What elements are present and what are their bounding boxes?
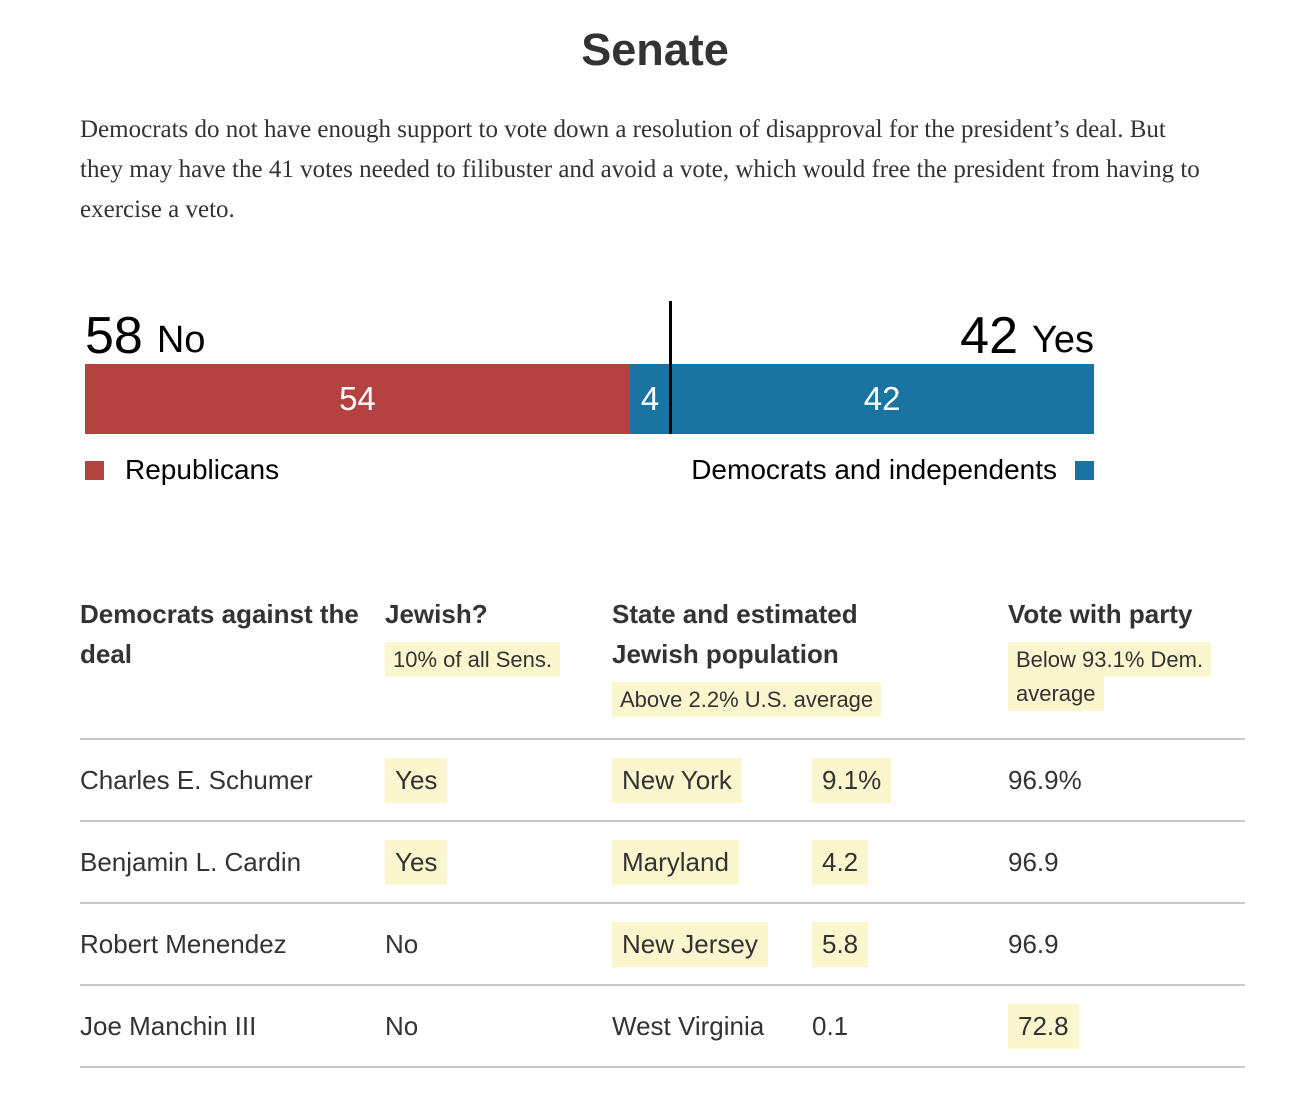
table-row: Robert Menendez No New Jersey 5.8 96.9: [80, 904, 1245, 986]
table-body: Charles E. Schumer Yes New York 9.1% 96.…: [80, 740, 1245, 1068]
democrats-against-deal-table: Democrats against the deal Jewish? 10% o…: [80, 594, 1245, 1068]
jewish-header-note: 10% of all Sens.: [385, 642, 612, 677]
bar-segment-democrats-no: 4: [629, 364, 671, 434]
vote-with-party-value: 72.8: [1008, 1003, 1079, 1049]
yes-label: Yes: [1032, 319, 1094, 361]
stacked-bar: 54 4 42: [85, 301, 1094, 434]
col-header-name: Democrats against the deal: [80, 599, 359, 669]
senator-name: Charles E. Schumer: [80, 764, 313, 795]
jewish-population-value: 4.2: [812, 839, 869, 885]
bar-segment-democrats-yes: 42: [670, 364, 1094, 434]
yes-total: 42 Yes: [960, 307, 1094, 366]
republicans-legend-label: Republicans: [125, 454, 280, 485]
col-header-vote-with-party: Vote with party Below 93.1% Dem. average: [1008, 594, 1245, 711]
col-header-state: State and estimated Jewish population Ab…: [612, 594, 1008, 717]
jewish-population-value: 5.8: [812, 921, 869, 967]
legend-democrats: Democrats and independents: [691, 454, 1094, 486]
jewish-value: Yes: [385, 839, 448, 885]
table-row: Charles E. Schumer Yes New York 9.1% 96.…: [80, 740, 1245, 822]
jewish-value: No: [385, 928, 419, 959]
intro-text: Democrats do not have enough support to …: [80, 116, 1200, 223]
jewish-value: No: [385, 1010, 419, 1041]
table-header-row: Democrats against the deal Jewish? 10% o…: [80, 594, 1245, 740]
jewish-value: Yes: [385, 757, 448, 803]
vote-with-party-value: 96.9%: [1008, 764, 1082, 795]
no-total: 58 No: [85, 307, 206, 366]
party-header-note: Below 93.1% Dem. average: [1008, 642, 1223, 711]
yes-count: 42: [960, 307, 1018, 366]
bar-segment-value: 54: [339, 380, 376, 417]
table-row: Joe Manchin III No West Virginia 0.1 72.…: [80, 986, 1245, 1068]
legend-republicans: Republicans: [85, 454, 279, 486]
jewish-population-value: 9.1%: [812, 757, 892, 803]
threshold-line: [669, 301, 673, 434]
state-value: New York: [612, 757, 742, 803]
vote-with-party-value: 96.9: [1008, 846, 1059, 877]
page-title: Senate: [581, 24, 729, 75]
vote-totals: 58 No 42 Yes: [85, 302, 1094, 366]
vote-with-party-value: 96.9: [1008, 928, 1059, 959]
senator-name: Benjamin L. Cardin: [80, 846, 302, 877]
no-label: No: [156, 319, 206, 361]
vote-chart: 58 No 42 Yes 54 4 42 Republicans Democrats…: [85, 301, 1094, 486]
democrats-legend-label: Democrats and independents: [691, 454, 1057, 485]
bar-segment-republicans-no: 54: [85, 364, 630, 434]
state-value: New Jersey: [612, 921, 768, 967]
bar-segment-value: 42: [863, 380, 901, 417]
jewish-population-value: 0.1: [812, 1010, 849, 1041]
state-value: Maryland: [612, 839, 739, 885]
chart-legend: Republicans Democrats and independents: [85, 454, 1094, 486]
senator-name: Robert Menendez: [80, 928, 287, 959]
table-row: Benjamin L. Cardin Yes Maryland 4.2 96.9: [80, 822, 1245, 904]
state-header-note: Above 2.2% U.S. average: [612, 682, 952, 717]
democrats-swatch-icon: [1075, 460, 1094, 480]
republicans-swatch-icon: [85, 460, 104, 480]
state-value: West Virginia: [612, 1010, 765, 1041]
col-header-jewish: Jewish? 10% of all Sens.: [385, 594, 612, 677]
bar-segment-value: 4: [640, 380, 660, 417]
no-count: 58: [85, 307, 143, 366]
senator-name: Joe Manchin III: [80, 1010, 257, 1041]
